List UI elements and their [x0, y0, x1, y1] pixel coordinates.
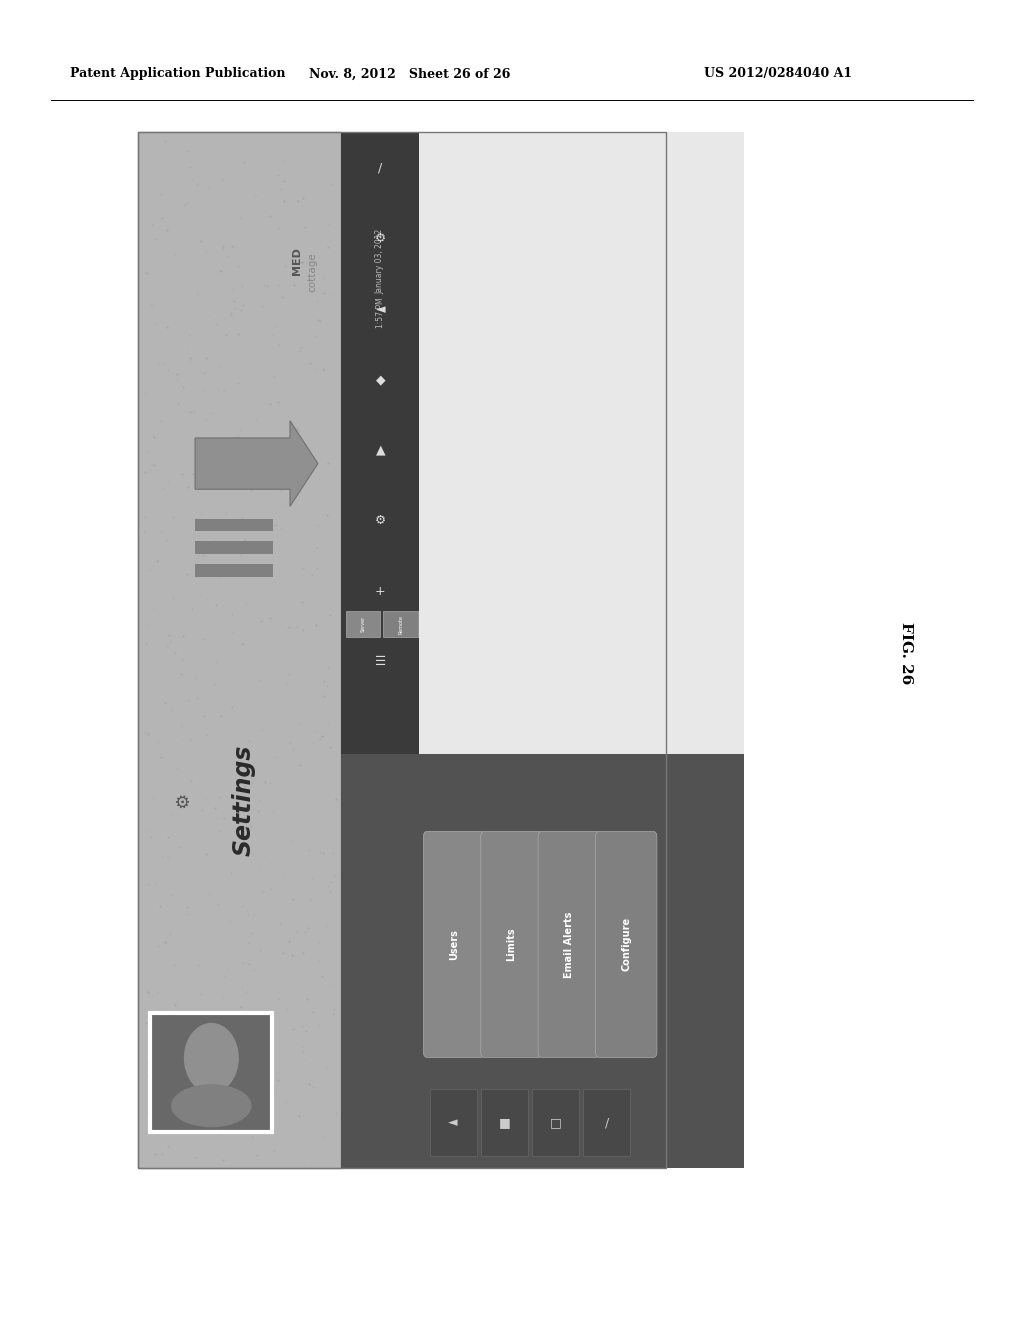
Text: ☰: ☰	[375, 655, 386, 668]
Text: cottage: cottage	[308, 252, 317, 292]
Text: January 03, 2012: January 03, 2012	[376, 228, 385, 294]
Text: Remote: Remote	[398, 615, 403, 634]
Bar	[531, 1089, 579, 1156]
Text: ⚙: ⚙	[174, 792, 191, 808]
Text: ▲: ▲	[376, 444, 385, 457]
Text: MED: MED	[292, 248, 302, 276]
Bar	[346, 611, 380, 638]
Bar	[151, 1012, 272, 1133]
Bar	[196, 519, 273, 531]
Bar	[383, 611, 418, 638]
Ellipse shape	[172, 1085, 251, 1126]
Bar	[419, 754, 743, 1168]
Bar	[480, 1089, 527, 1156]
Text: Server: Server	[360, 616, 366, 632]
Text: Email Alerts: Email Alerts	[564, 911, 573, 978]
Text: ◄: ◄	[376, 302, 385, 315]
Text: ◄: ◄	[449, 1117, 458, 1129]
FancyBboxPatch shape	[423, 832, 484, 1057]
Text: Users: Users	[450, 929, 459, 960]
FancyBboxPatch shape	[480, 832, 542, 1057]
Text: Patent Application Publication: Patent Application Publication	[70, 67, 285, 81]
Text: Settings: Settings	[231, 744, 256, 857]
Text: 1:57 PM: 1:57 PM	[376, 297, 385, 327]
Bar	[341, 754, 743, 1168]
Bar	[196, 564, 273, 577]
Text: FIG. 26: FIG. 26	[899, 622, 913, 685]
Bar	[341, 132, 419, 1168]
Circle shape	[184, 1023, 239, 1093]
Text: Limits: Limits	[507, 928, 516, 961]
Bar	[429, 1089, 476, 1156]
Text: +: +	[375, 585, 386, 598]
Text: □: □	[550, 1117, 561, 1129]
Text: /: /	[604, 1117, 609, 1129]
Text: Nov. 8, 2012   Sheet 26 of 26: Nov. 8, 2012 Sheet 26 of 26	[309, 67, 510, 81]
Text: US 2012/0284040 A1: US 2012/0284040 A1	[705, 67, 852, 81]
Bar	[196, 541, 273, 553]
Text: ◆: ◆	[376, 374, 385, 387]
Bar	[583, 1089, 630, 1156]
Bar	[138, 132, 341, 1168]
FancyBboxPatch shape	[538, 832, 599, 1057]
Text: ■: ■	[499, 1117, 510, 1129]
Text: ⚙: ⚙	[375, 513, 386, 527]
Bar	[419, 132, 743, 754]
FancyBboxPatch shape	[595, 832, 656, 1057]
FancyArrow shape	[196, 421, 317, 507]
Text: /: /	[378, 162, 382, 174]
Text: Configure: Configure	[622, 917, 631, 972]
Bar	[138, 132, 666, 1168]
Text: ⚙: ⚙	[375, 232, 386, 246]
